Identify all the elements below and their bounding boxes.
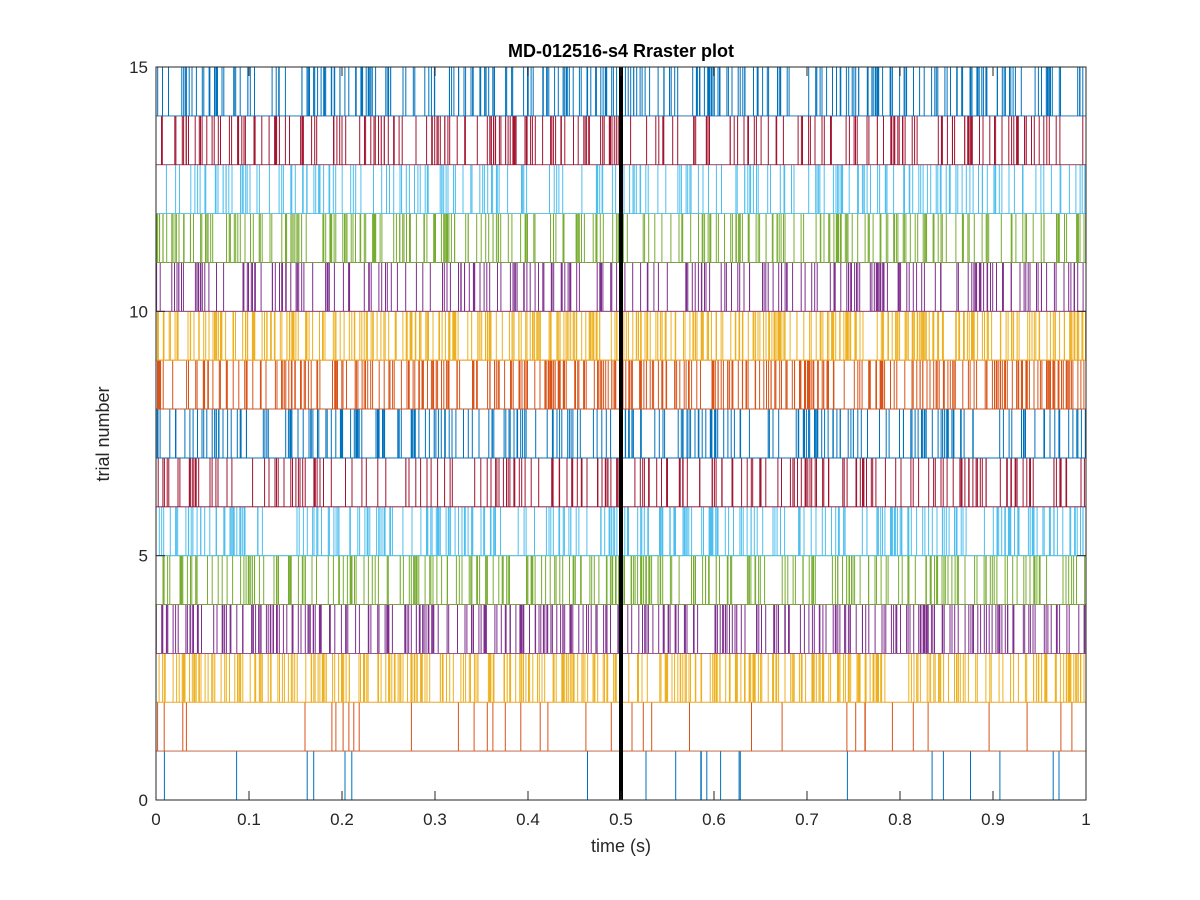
y-axis: 0 5 10 15 (129, 58, 1086, 810)
x-axis-label: time (s) (591, 836, 651, 856)
x-tick-label: 0.2 (330, 810, 354, 829)
x-tick-label: 1 (1081, 810, 1090, 829)
spike-train (156, 213, 1087, 263)
x-tick-label: 0.6 (702, 810, 726, 829)
raster-layer (155, 66, 1087, 801)
x-tick-label: 0.5 (609, 810, 633, 829)
spike-train (162, 555, 1086, 605)
spike-train (157, 457, 1085, 507)
x-tick-label: 0.1 (237, 810, 261, 829)
spike-train (155, 604, 1086, 654)
y-tick-label: 0 (139, 791, 148, 810)
x-tick-label: 0.9 (981, 810, 1005, 829)
y-axis-label: trial number (93, 386, 113, 481)
spike-train (158, 653, 1085, 703)
x-tick-label: 0 (151, 810, 160, 829)
x-tick-label: 0.3 (423, 810, 447, 829)
spike-train (165, 164, 1086, 214)
chart-title: MD-012516-s4 Rraster plot (508, 41, 734, 61)
spike-train (158, 506, 1084, 556)
x-tick-label: 0.4 (516, 810, 540, 829)
spike-train (157, 67, 1084, 116)
x-tick-label: 0.8 (888, 810, 912, 829)
spike-train (156, 262, 1084, 312)
spike-train (157, 360, 1085, 410)
x-axis: 0 0.1 0.2 0.3 0.4 0.5 0.6 0.7 0.8 0.9 1 (151, 67, 1091, 829)
spike-train (156, 409, 1086, 458)
x-tick-label: 0.7 (795, 810, 819, 829)
spike-train (161, 115, 1084, 165)
y-tick-label: 10 (129, 302, 148, 321)
spike-train (163, 751, 1060, 800)
spike-train (156, 311, 1086, 361)
y-tick-label: 15 (129, 58, 148, 77)
y-tick-label: 5 (139, 547, 148, 566)
spike-train (157, 702, 1073, 752)
